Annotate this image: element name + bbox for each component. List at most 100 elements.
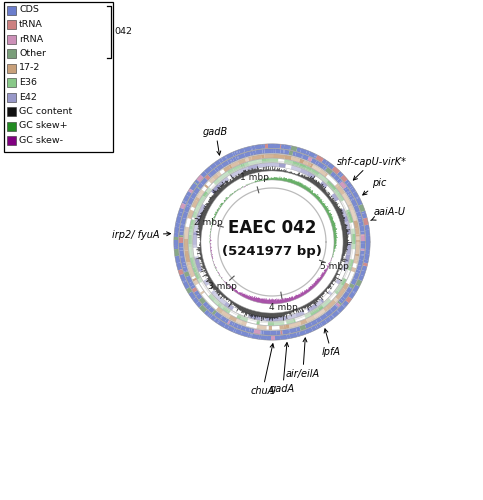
Polygon shape xyxy=(224,200,226,201)
Polygon shape xyxy=(243,294,245,297)
Polygon shape xyxy=(234,302,236,306)
Text: 17-2: 17-2 xyxy=(19,64,41,72)
Polygon shape xyxy=(330,219,333,220)
Polygon shape xyxy=(199,218,204,220)
Polygon shape xyxy=(180,224,185,229)
Polygon shape xyxy=(209,200,213,203)
Polygon shape xyxy=(342,229,347,230)
Polygon shape xyxy=(197,278,203,283)
Polygon shape xyxy=(240,306,242,311)
Polygon shape xyxy=(261,335,267,340)
Polygon shape xyxy=(317,280,320,282)
Polygon shape xyxy=(341,304,346,308)
Polygon shape xyxy=(250,170,252,174)
Polygon shape xyxy=(272,170,273,171)
Polygon shape xyxy=(320,181,327,188)
Polygon shape xyxy=(279,312,280,317)
Polygon shape xyxy=(310,308,319,316)
Polygon shape xyxy=(340,278,347,286)
Polygon shape xyxy=(322,204,325,206)
Polygon shape xyxy=(212,197,215,200)
Polygon shape xyxy=(342,228,346,230)
Polygon shape xyxy=(322,204,326,206)
Polygon shape xyxy=(235,177,237,180)
Polygon shape xyxy=(325,288,327,290)
Polygon shape xyxy=(284,170,285,172)
Polygon shape xyxy=(237,189,238,190)
Polygon shape xyxy=(336,272,338,274)
Polygon shape xyxy=(270,313,271,318)
Polygon shape xyxy=(256,169,257,172)
Polygon shape xyxy=(232,177,236,182)
Polygon shape xyxy=(219,187,223,191)
Polygon shape xyxy=(360,234,365,235)
Polygon shape xyxy=(293,310,295,312)
Polygon shape xyxy=(247,296,249,299)
Polygon shape xyxy=(200,262,204,264)
Polygon shape xyxy=(214,194,218,196)
Polygon shape xyxy=(285,312,287,319)
Polygon shape xyxy=(351,199,357,206)
Polygon shape xyxy=(218,180,225,187)
Polygon shape xyxy=(354,260,358,264)
Polygon shape xyxy=(309,302,311,305)
Polygon shape xyxy=(201,265,205,267)
Polygon shape xyxy=(348,194,353,198)
Polygon shape xyxy=(283,178,284,181)
Polygon shape xyxy=(319,294,321,297)
Polygon shape xyxy=(200,238,201,239)
Polygon shape xyxy=(363,262,368,266)
Polygon shape xyxy=(327,213,331,215)
Polygon shape xyxy=(270,178,271,180)
Polygon shape xyxy=(262,144,264,148)
Polygon shape xyxy=(321,188,324,190)
Polygon shape xyxy=(328,286,330,287)
Polygon shape xyxy=(322,272,325,274)
Polygon shape xyxy=(194,182,198,186)
Polygon shape xyxy=(318,278,321,280)
Polygon shape xyxy=(246,184,247,186)
Polygon shape xyxy=(212,220,214,222)
Polygon shape xyxy=(276,177,277,180)
Polygon shape xyxy=(295,152,303,158)
Polygon shape xyxy=(199,242,201,244)
Polygon shape xyxy=(242,308,245,313)
Polygon shape xyxy=(284,150,289,155)
Polygon shape xyxy=(333,174,340,181)
Polygon shape xyxy=(327,212,331,214)
Polygon shape xyxy=(298,172,299,176)
Polygon shape xyxy=(312,286,314,288)
Polygon shape xyxy=(336,208,342,212)
Polygon shape xyxy=(271,149,274,153)
Polygon shape xyxy=(341,257,345,258)
Polygon shape xyxy=(265,179,266,180)
Polygon shape xyxy=(216,288,218,291)
Polygon shape xyxy=(366,243,370,250)
Polygon shape xyxy=(306,150,310,156)
Polygon shape xyxy=(325,161,330,166)
Polygon shape xyxy=(325,192,327,195)
Polygon shape xyxy=(360,232,365,234)
Polygon shape xyxy=(337,270,339,271)
Polygon shape xyxy=(224,324,229,330)
Text: 1 mbp: 1 mbp xyxy=(240,173,269,182)
Polygon shape xyxy=(290,172,291,174)
Polygon shape xyxy=(306,304,310,310)
Polygon shape xyxy=(210,198,214,202)
Polygon shape xyxy=(230,286,232,288)
Polygon shape xyxy=(218,172,229,181)
Polygon shape xyxy=(270,167,271,171)
Polygon shape xyxy=(354,220,359,228)
Polygon shape xyxy=(182,280,187,283)
Polygon shape xyxy=(324,290,326,292)
Polygon shape xyxy=(213,192,218,196)
Polygon shape xyxy=(342,232,347,234)
Polygon shape xyxy=(230,302,233,306)
Polygon shape xyxy=(319,279,321,280)
Polygon shape xyxy=(247,314,251,318)
Polygon shape xyxy=(278,300,279,304)
Polygon shape xyxy=(343,240,348,242)
Polygon shape xyxy=(324,272,326,274)
Polygon shape xyxy=(361,212,367,218)
Polygon shape xyxy=(342,230,348,232)
